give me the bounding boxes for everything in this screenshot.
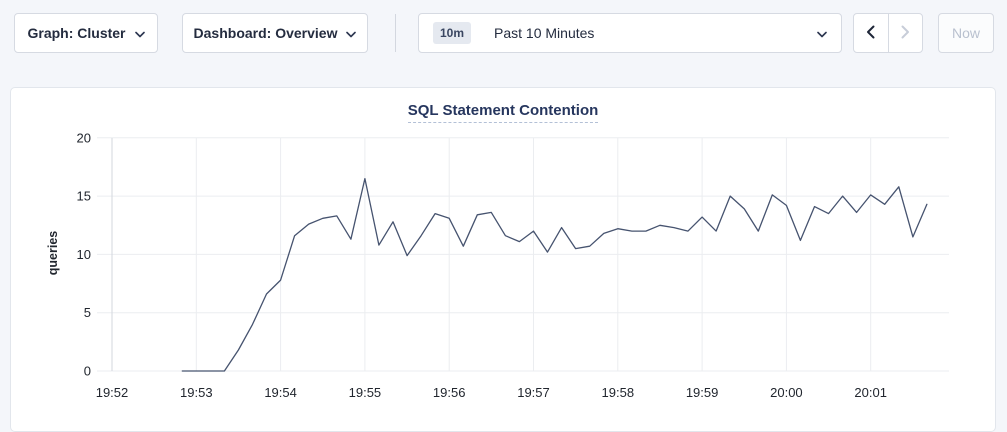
chevron-down-icon: [134, 31, 145, 38]
chevron-down-icon: [817, 31, 827, 38]
y-tick-label: 10: [77, 247, 91, 262]
chart-card: SQL Statement Contention 0 5 10 15 20 19:52 19…: [10, 87, 996, 432]
now-button[interactable]: Now: [938, 13, 994, 53]
series-line-queries: [181, 177, 928, 372]
x-tick-label: 19:58: [602, 385, 635, 400]
time-window-badge: 10m: [433, 22, 472, 44]
time-range-label: Past 10 Minutes: [494, 25, 595, 41]
y-tick-label: 5: [84, 305, 91, 320]
x-tick-label: 19:56: [433, 385, 466, 400]
sql-statement-contention-chart: 0 5 10 15 20 19:52 19:53 19:54 19:55 19:56 19:57 19…: [46, 130, 949, 400]
graph-dropdown[interactable]: Graph: Cluster: [14, 13, 158, 53]
x-tick-label: 20:00: [770, 385, 803, 400]
time-step-button-group: [853, 13, 923, 53]
chevron-left-icon: [866, 25, 875, 42]
time-forward-button[interactable]: [887, 14, 923, 52]
y-tick-label: 15: [77, 189, 91, 204]
time-range-picker[interactable]: 10m Past 10 Minutes: [418, 13, 842, 53]
x-tick-label: 19:54: [264, 385, 297, 400]
toolbar: Graph: Cluster Dashboard: Overview 10m P…: [0, 0, 1007, 70]
chevron-right-icon: [901, 25, 910, 42]
time-back-button[interactable]: [854, 14, 888, 52]
y-tick-label: 0: [84, 364, 91, 379]
x-tick-label: 19:53: [180, 385, 213, 400]
dashboard-dropdown-label: Dashboard: Overview: [193, 25, 338, 41]
y-axis-label: queries: [46, 231, 60, 276]
x-tick-label: 19:52: [96, 385, 129, 400]
graph-dropdown-label: Graph: Cluster: [27, 25, 126, 41]
x-tick-label: 19:59: [686, 385, 719, 400]
dashboard-dropdown[interactable]: Dashboard: Overview: [182, 13, 368, 53]
x-tick-label: 20:01: [854, 385, 887, 400]
toolbar-divider: [395, 14, 396, 52]
x-tick-label: 19:55: [349, 385, 382, 400]
y-tick-label: 20: [77, 130, 91, 145]
chart-title-row: SQL Statement Contention: [11, 102, 995, 123]
chart-title[interactable]: SQL Statement Contention: [407, 102, 599, 123]
x-tick-label: 19:57: [517, 385, 550, 400]
chevron-down-icon: [346, 31, 357, 38]
